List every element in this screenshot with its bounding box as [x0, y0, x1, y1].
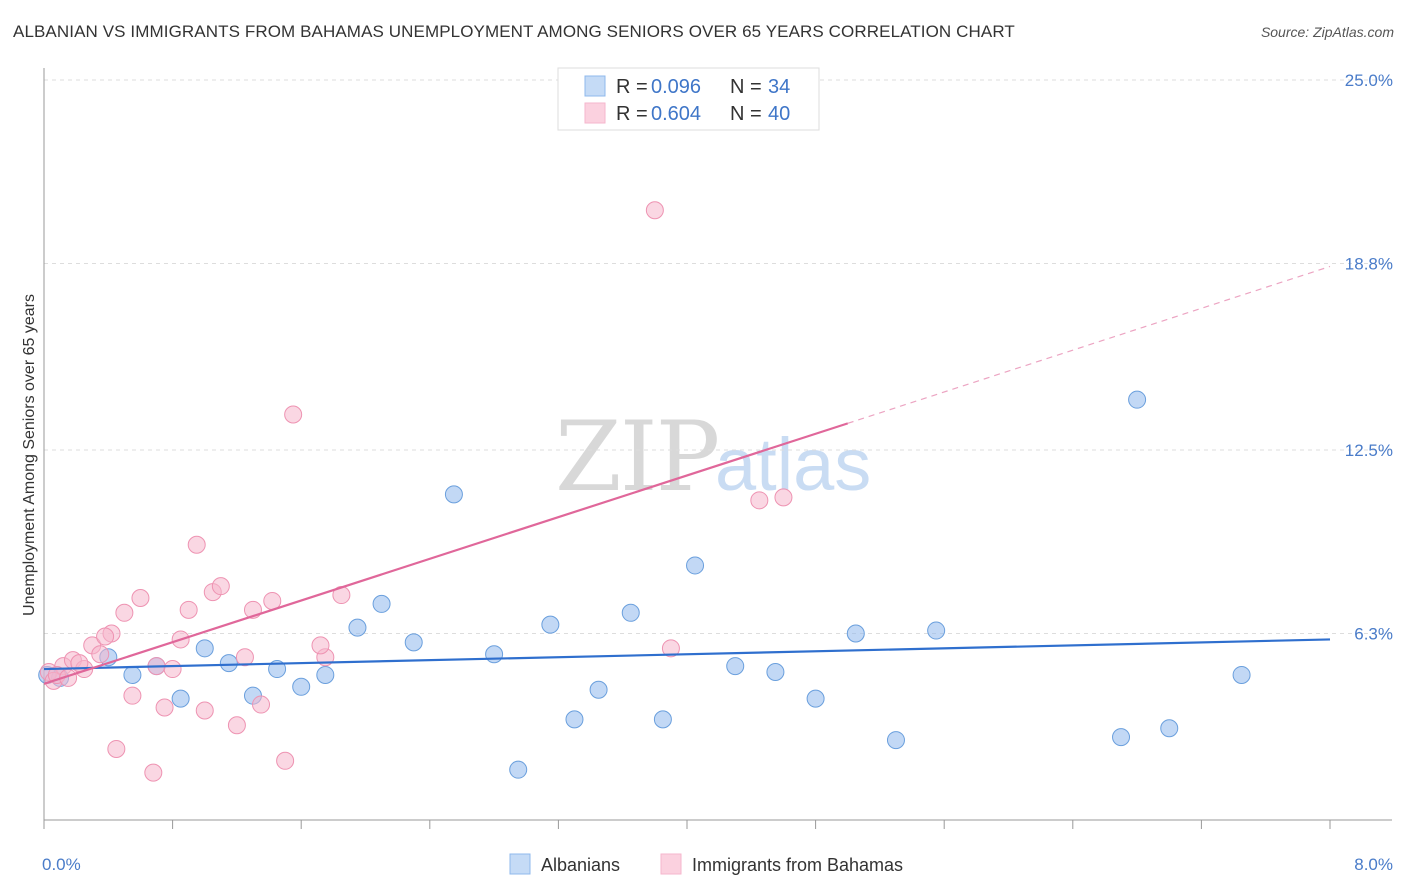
- bahamas-point-19: [211, 577, 230, 596]
- albanians-point-27: [846, 624, 865, 643]
- albanians-point-28: [886, 731, 905, 750]
- chart-title: ALBANIAN VS IMMIGRANTS FROM BAHAMAS UNEM…: [13, 22, 1015, 41]
- bahamas-point-17: [195, 701, 214, 720]
- bottom-legend-swatch-albanians: [509, 853, 531, 875]
- trend-lines: [43, 265, 1331, 685]
- albanians-point-24: [726, 657, 745, 676]
- bahamas-point-33: [96, 627, 115, 646]
- y-axis-label: Unemployment Among Seniors over 65 years: [21, 294, 38, 616]
- albanians-point-30: [1128, 390, 1147, 409]
- albanians-point-10: [292, 677, 311, 696]
- x-tick-label-min: 0.0%: [42, 855, 81, 874]
- bahamas-point-39: [661, 639, 680, 658]
- legend-n-albanians: 34: [768, 76, 790, 98]
- chart-source: Source: ZipAtlas.com: [1260, 24, 1394, 40]
- albanians-trend-line: [43, 638, 1331, 671]
- albanians-point-26: [806, 689, 825, 708]
- albanians-point-21: [621, 603, 640, 622]
- bahamas-trend-line: [43, 422, 849, 685]
- bahamas-point-29: [107, 739, 126, 758]
- albanians-point-6: [195, 639, 214, 658]
- gridlines: [44, 79, 1392, 635]
- albanians-point-18: [541, 615, 560, 634]
- legend-n-label-1: N =: [730, 76, 762, 98]
- albanians-point-23: [686, 556, 705, 575]
- albanians-point-14: [404, 633, 423, 652]
- y-tick-label-1: 12.5%: [1345, 441, 1393, 460]
- y-tick-labels: 6.3% 12.5% 18.8% 25.0%: [1345, 71, 1393, 644]
- albanians-point-3: [123, 665, 142, 684]
- bottom-legend-albanians: Albanians: [541, 855, 620, 875]
- bahamas-point-10: [131, 589, 150, 607]
- legend-r-label-1: R =: [616, 76, 648, 98]
- bahamas-point-13: [163, 660, 182, 679]
- bahamas-point-30: [144, 763, 163, 782]
- albanians-point-13: [372, 594, 391, 613]
- bahamas-point-9: [123, 686, 142, 705]
- legend-swatch-albanians: [584, 75, 606, 97]
- watermark-atlas: atlas: [715, 423, 871, 506]
- legend-r-albanians: 0.096: [651, 76, 701, 98]
- albanians-point-11: [316, 665, 335, 684]
- bahamas-trend-extension: [847, 265, 1331, 424]
- bahamas-point-26: [284, 405, 303, 424]
- bahamas-point-20: [227, 716, 246, 735]
- albanians-point-20: [589, 680, 608, 699]
- bahamas-point-12: [155, 698, 174, 717]
- bahamas-point-6: [91, 645, 110, 664]
- bahamas-point-15: [179, 600, 198, 619]
- bottom-legend-bahamas: Immigrants from Bahamas: [692, 855, 903, 875]
- albanians-point-7: [219, 654, 238, 673]
- legend-n-label-2: N =: [730, 103, 762, 125]
- albanians-point-33: [1232, 665, 1251, 684]
- bahamas-point-36: [645, 201, 664, 220]
- x-ticks: [43, 820, 1331, 829]
- legend-bottom: Albanians Immigrants from Bahamas: [509, 853, 903, 875]
- albanians-point-16: [485, 645, 504, 664]
- bahamas-point-16: [187, 535, 206, 554]
- legend-r-label-2: R =: [616, 103, 648, 125]
- albanians-point-17: [509, 760, 528, 779]
- legend-r-bahamas: 0.604: [651, 103, 701, 125]
- albanians-point-5: [171, 689, 190, 708]
- bahamas-point-25: [276, 751, 295, 770]
- albanians-point-31: [1112, 728, 1131, 747]
- bahamas-point-8: [115, 603, 134, 622]
- bottom-legend-swatch-bahamas: [660, 853, 682, 875]
- legend-n-bahamas: 40: [768, 103, 790, 125]
- x-tick-label-max: 8.0%: [1354, 855, 1393, 874]
- bahamas-point-38: [774, 488, 793, 507]
- albanians-point-32: [1160, 719, 1179, 738]
- bahamas-point-34: [311, 636, 330, 655]
- albanians-point-12: [348, 618, 367, 637]
- bahamas-point-23: [252, 695, 271, 714]
- bahamas-point-37: [750, 491, 769, 510]
- y-tick-label-0: 6.3%: [1354, 625, 1393, 644]
- axes: [43, 68, 1392, 821]
- albanians-point-25: [766, 663, 785, 681]
- watermark-zip: ZIP: [555, 401, 718, 513]
- albanians-point-29: [927, 621, 946, 640]
- y-tick-label-2: 18.8%: [1345, 255, 1393, 274]
- albanians-point-19: [565, 710, 584, 729]
- legend-swatch-bahamas: [584, 102, 606, 124]
- bahamas-point-21: [235, 648, 254, 667]
- albanians-point-22: [653, 710, 672, 729]
- albanians-point-15: [444, 485, 463, 504]
- y-tick-label-3: 25.0%: [1345, 71, 1393, 90]
- legend-top: R = 0.096 N = 34 R = 0.604 N = 40: [557, 67, 820, 131]
